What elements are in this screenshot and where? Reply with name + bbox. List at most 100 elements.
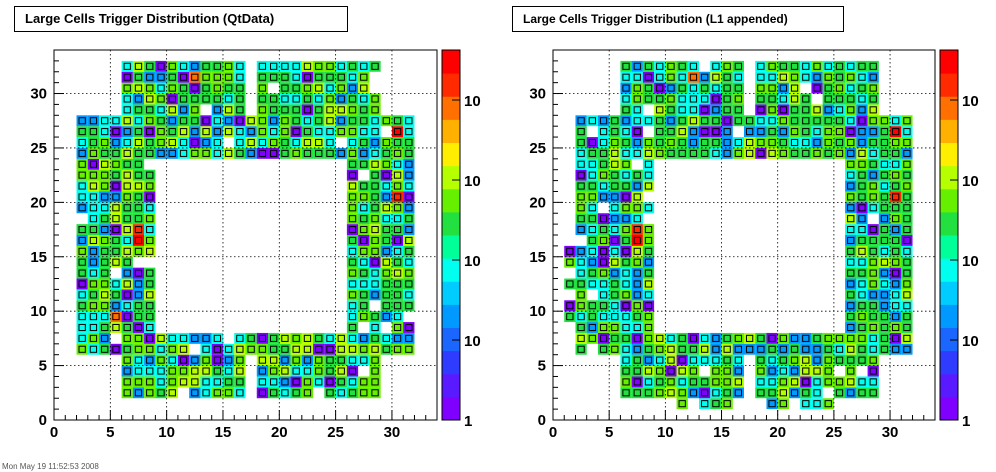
heatmap-cell	[687, 115, 700, 127]
heatmap-cell	[766, 354, 778, 366]
cell-marker	[622, 193, 630, 201]
cell-marker	[802, 95, 810, 103]
heatmap-cell	[788, 147, 801, 159]
cell-marker	[382, 280, 390, 288]
cell-marker	[689, 367, 698, 375]
heatmap-cell	[687, 365, 700, 377]
heatmap-cell	[777, 147, 789, 159]
color-bar-label: 10	[464, 253, 481, 270]
heatmap-cell	[777, 126, 789, 138]
cell-marker	[89, 334, 98, 342]
cell-marker	[101, 323, 109, 332]
heatmap-cell	[631, 235, 643, 246]
heatmap-cell	[721, 398, 733, 410]
cell-marker	[712, 345, 720, 353]
cell-marker	[89, 269, 98, 277]
cell-marker	[644, 171, 653, 179]
heatmap-cell	[166, 71, 178, 83]
cell-marker	[869, 389, 877, 397]
cell-marker	[768, 149, 776, 157]
cell-marker	[734, 62, 743, 70]
cell-marker	[78, 302, 86, 310]
cell-marker	[892, 334, 900, 342]
heatmap-cell	[132, 289, 145, 301]
heatmap-cell	[346, 60, 359, 72]
heatmap-cell	[256, 147, 269, 159]
cell-marker	[157, 367, 165, 375]
heatmap-cell	[676, 354, 688, 366]
heatmap-cell	[609, 137, 621, 148]
heatmap-cell	[211, 147, 223, 159]
cell-marker	[577, 280, 585, 288]
heatmap-cell	[597, 115, 610, 127]
cell-marker	[701, 73, 709, 81]
heatmap-cell	[313, 82, 325, 94]
cell-marker	[869, 138, 877, 147]
heatmap-cell	[609, 311, 621, 323]
heatmap-cell	[256, 332, 269, 344]
cell-marker	[146, 171, 154, 179]
heatmap-cell	[777, 71, 789, 83]
heatmap-cell	[755, 137, 767, 148]
heatmap-cell	[346, 147, 359, 159]
heatmap-cell	[890, 245, 902, 257]
cell-marker	[813, 149, 821, 157]
cell-marker	[701, 106, 709, 114]
heatmap-cell	[609, 202, 621, 214]
heatmap-cell	[766, 398, 778, 410]
heatmap-cell	[268, 354, 280, 366]
cell-marker	[270, 149, 278, 157]
heatmap-cell	[788, 332, 801, 344]
cell-marker	[213, 334, 221, 342]
color-bar-segment	[940, 142, 958, 167]
heatmap-cell	[245, 343, 257, 355]
heatmap-cell	[811, 147, 823, 159]
cell-marker	[191, 106, 199, 114]
cell-marker	[315, 367, 323, 375]
cell-marker	[847, 204, 855, 212]
heatmap-cell	[301, 115, 314, 127]
cell-marker	[712, 106, 720, 114]
cell-marker	[393, 345, 402, 353]
heatmap-cell	[654, 354, 666, 366]
heatmap-cell	[878, 115, 891, 127]
heatmap-cell	[699, 398, 711, 410]
cell-marker	[326, 149, 334, 157]
cell-marker	[258, 378, 267, 386]
cell-marker	[667, 117, 675, 125]
cell-marker	[588, 160, 596, 168]
cell-marker	[869, 334, 877, 342]
cell-marker	[633, 302, 641, 310]
heatmap-cell	[132, 93, 145, 105]
cell-marker	[644, 149, 653, 157]
heatmap-cell	[777, 104, 789, 116]
heatmap-cell	[755, 332, 767, 344]
heatmap-cell	[403, 213, 415, 225]
cell-marker	[903, 302, 911, 310]
heatmap-cell	[369, 354, 381, 366]
cell-marker	[179, 62, 188, 70]
cell-marker	[622, 84, 630, 92]
cell-marker	[869, 62, 877, 70]
heatmap-cell	[155, 137, 167, 148]
heatmap-cell	[586, 180, 598, 192]
heatmap-cell	[110, 169, 122, 181]
cell-marker	[644, 117, 653, 125]
heatmap-cell	[788, 115, 801, 127]
cell-marker	[146, 356, 154, 364]
cell-marker	[790, 62, 799, 70]
heatmap-cell	[313, 60, 325, 72]
cell-marker	[146, 269, 154, 277]
cell-marker	[869, 95, 877, 103]
heatmap-cell	[609, 115, 621, 127]
color-bar-label: 1	[962, 413, 970, 430]
heatmap-cell	[290, 354, 302, 366]
cell-marker	[847, 280, 855, 288]
cell-marker	[146, 323, 154, 332]
heatmap-cell	[279, 332, 291, 344]
heatmap-cell	[676, 365, 688, 377]
heatmap-cell	[99, 343, 111, 355]
cell-marker	[168, 73, 176, 81]
heatmap-cell	[369, 343, 381, 355]
heatmap-cell	[631, 245, 643, 257]
